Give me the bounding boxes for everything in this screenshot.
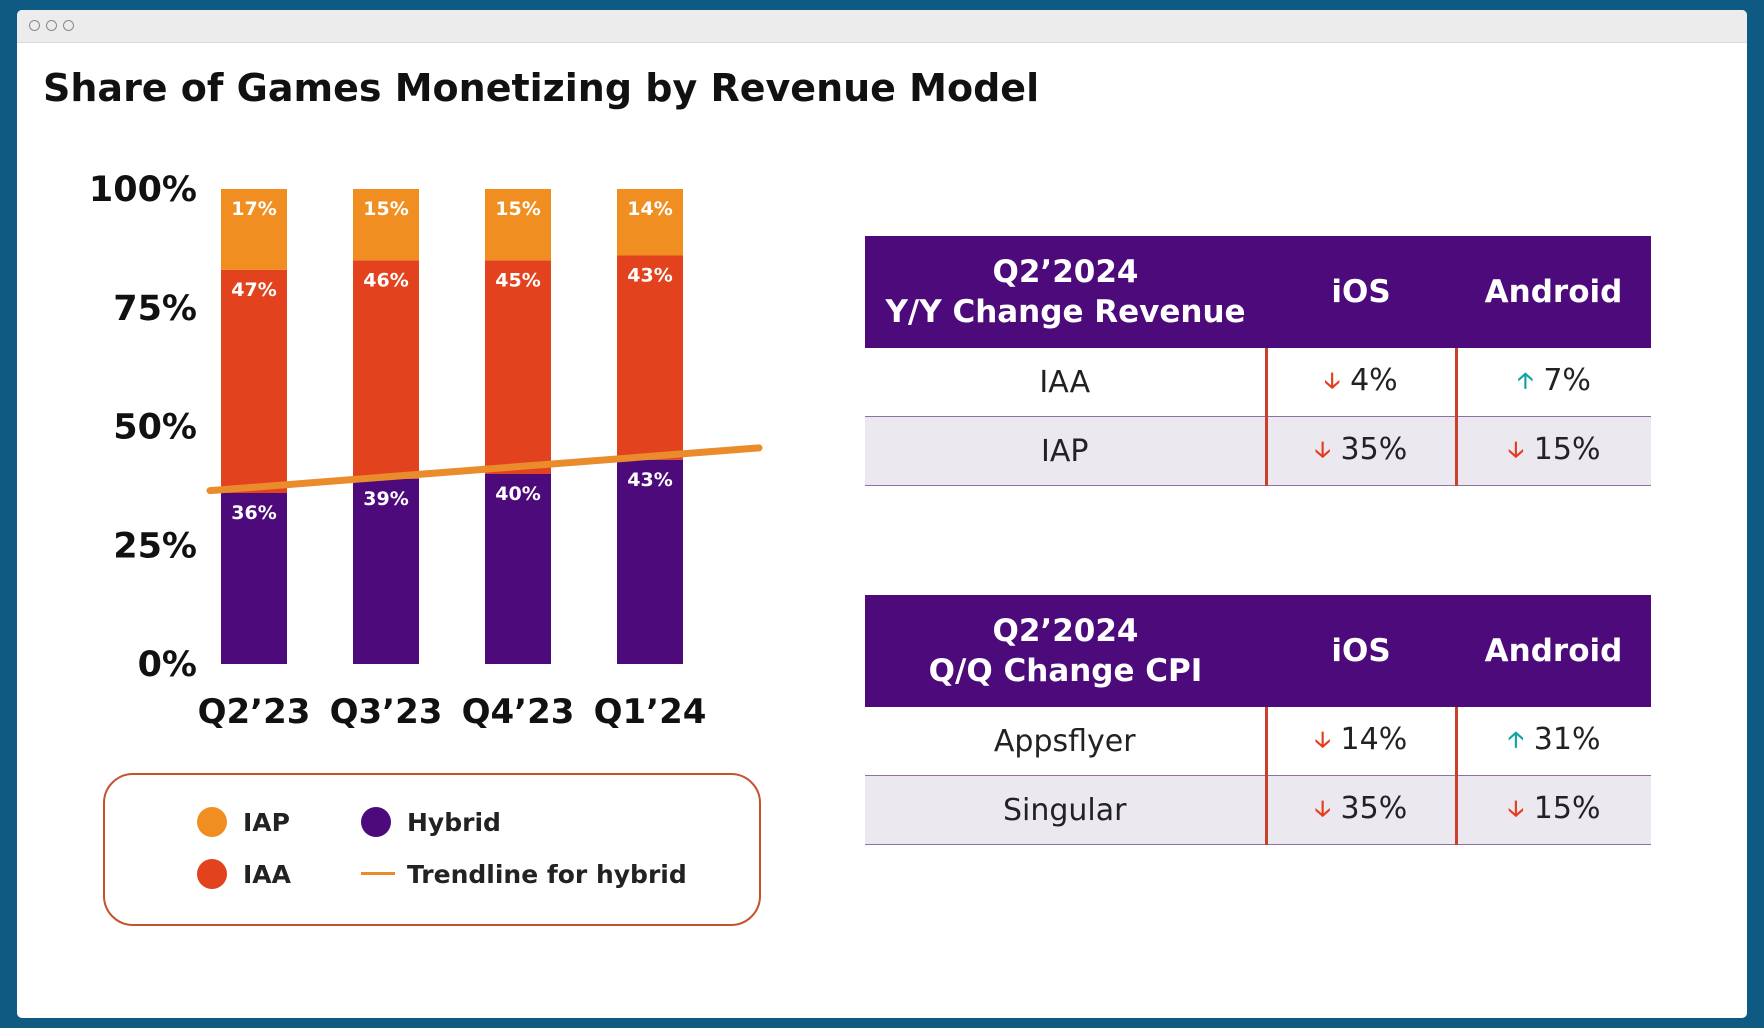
app-window: Share of Games Monetizing by Revenue Mod…	[17, 10, 1747, 1018]
data-label-hybrid: 40%	[495, 483, 540, 505]
data-label-iap: 15%	[363, 198, 408, 220]
android-cell: 🡡 7%	[1454, 348, 1651, 417]
ios-cell: 🡣 14%	[1264, 707, 1456, 776]
row-label: Appsflyer	[865, 707, 1266, 776]
stacked-bar-chart: 0% 25% 50% 75% 100% 36% 47% 17% Q2’23 39% 46% 15% Q3…	[89, 170, 763, 730]
table-header-title: Q2’2024 Q/Q Change CPI	[865, 595, 1266, 707]
y-tick-label: 100%	[89, 170, 197, 210]
page-title: Share of Games Monetizing by Revenue Mod…	[43, 66, 1040, 110]
y-tick-label: 50%	[113, 408, 197, 448]
bar-segment-iap	[617, 189, 683, 256]
table-header-android: Android	[1456, 595, 1651, 707]
android-cell: 🡣 15%	[1454, 416, 1651, 486]
legend-hybrid-marker	[361, 807, 391, 837]
arrow-down-icon: 🡣	[1508, 437, 1524, 463]
table-header-row: Q2’2024 Q/Q Change CPI iOS Android	[865, 595, 1651, 707]
arrow-up-icon: 🡡	[1508, 727, 1524, 753]
table-header-title-line1: Q2’2024	[992, 254, 1139, 290]
data-label-iaa: 46%	[363, 269, 408, 291]
data-label-iaa: 47%	[231, 279, 276, 301]
bar-segment-hybrid	[485, 474, 551, 664]
window-close-button[interactable]	[29, 20, 40, 31]
qq-cpi-table: Q2’2024 Q/Q Change CPI iOS Android Appsf…	[865, 595, 1651, 845]
arrow-down-icon: 🡣	[1314, 437, 1331, 463]
table-header-ios: iOS	[1266, 595, 1456, 707]
legend-trendline-marker	[361, 872, 395, 875]
arrow-down-icon: 🡣	[1314, 796, 1331, 822]
y-tick-label: 0%	[138, 645, 197, 685]
table-header-ios: iOS	[1266, 236, 1456, 348]
x-tick-label: Q4’23	[462, 692, 575, 730]
android-value: 15%	[1533, 431, 1601, 467]
bar-segment-iaa	[221, 269, 287, 493]
arrow-down-icon: 🡣	[1324, 368, 1341, 394]
ios-cell: 🡣 35%	[1264, 416, 1456, 486]
row-label: Singular	[865, 775, 1266, 845]
data-label-hybrid: 43%	[627, 469, 672, 491]
y-tick-label: 25%	[113, 526, 197, 566]
trendline-hybrid	[206, 444, 763, 495]
bar-segment-hybrid	[353, 478, 419, 664]
x-tick-label: Q1’24	[594, 692, 707, 730]
x-tick-label: Q2’23	[198, 692, 311, 730]
android-value: 7%	[1543, 362, 1591, 398]
bar-segment-iap	[485, 189, 551, 261]
bar-segment-hybrid	[617, 459, 683, 664]
android-cell: 🡡 31%	[1454, 707, 1651, 776]
data-label-iap: 17%	[231, 198, 276, 220]
legend-iap-marker	[197, 807, 227, 837]
android-value: 31%	[1533, 721, 1601, 757]
bar-segment-hybrid	[221, 493, 287, 664]
window-minimize-button[interactable]	[46, 20, 57, 31]
table-header-android: Android	[1456, 236, 1651, 348]
legend-hybrid-label: Hybrid	[407, 808, 501, 837]
data-label-iaa: 45%	[495, 269, 540, 291]
arrow-up-icon: 🡡	[1517, 368, 1534, 394]
ios-value: 4%	[1350, 362, 1398, 398]
arrow-down-icon: 🡣	[1508, 796, 1524, 822]
legend-iaa-marker	[197, 859, 227, 889]
table-row: IAA 🡣 4% 🡡 7%	[865, 348, 1651, 417]
data-label-iap: 15%	[495, 198, 540, 220]
bar-segment-iap	[221, 189, 287, 270]
android-cell: 🡣 15%	[1454, 775, 1651, 845]
bar-segment-iaa	[617, 255, 683, 460]
bar-segment-iap	[353, 189, 419, 261]
x-tick-label: Q3’23	[330, 692, 443, 730]
bar-segment-iaa	[485, 260, 551, 474]
data-label-iap: 14%	[627, 198, 672, 220]
table-header-title-line2: Q/Q Change CPI	[928, 653, 1203, 689]
android-value: 15%	[1533, 790, 1601, 826]
legend-iap-label: IAP	[243, 808, 290, 837]
ios-cell: 🡣 35%	[1264, 775, 1456, 845]
chart-legend: IAP IAA Hybrid Trendline for hybrid	[103, 773, 761, 926]
data-label-hybrid: 39%	[363, 488, 408, 510]
table-header-row: Q2’2024 Y/Y Change Revenue iOS Android	[865, 236, 1651, 348]
bar-segment-iaa	[353, 260, 419, 479]
y-tick-label: 75%	[113, 289, 197, 329]
window-zoom-button[interactable]	[63, 20, 74, 31]
ios-value: 14%	[1340, 721, 1408, 757]
ios-value: 35%	[1340, 790, 1408, 826]
legend-iaa-label: IAA	[243, 860, 291, 889]
table-row: Appsflyer 🡣 14% 🡡 31%	[865, 707, 1651, 776]
table-row: IAP 🡣 35% 🡣 15%	[865, 416, 1651, 486]
ios-cell: 🡣 4%	[1264, 348, 1456, 417]
window-titlebar	[17, 10, 1747, 43]
data-label-hybrid: 36%	[231, 502, 276, 524]
yy-revenue-table: Q2’2024 Y/Y Change Revenue iOS Android I…	[865, 236, 1651, 486]
table-header-title: Q2’2024 Y/Y Change Revenue	[865, 236, 1266, 348]
data-label-iaa: 43%	[627, 265, 672, 287]
table-header-title-line2: Y/Y Change Revenue	[885, 294, 1246, 330]
row-label: IAP	[865, 416, 1266, 486]
table-row: Singular 🡣 35% 🡣 15%	[865, 775, 1651, 845]
legend-trendline-label: Trendline for hybrid	[407, 860, 687, 889]
ios-value: 35%	[1340, 431, 1408, 467]
table-header-title-line1: Q2’2024	[992, 613, 1139, 649]
arrow-down-icon: 🡣	[1314, 727, 1331, 753]
row-label: IAA	[865, 348, 1266, 417]
